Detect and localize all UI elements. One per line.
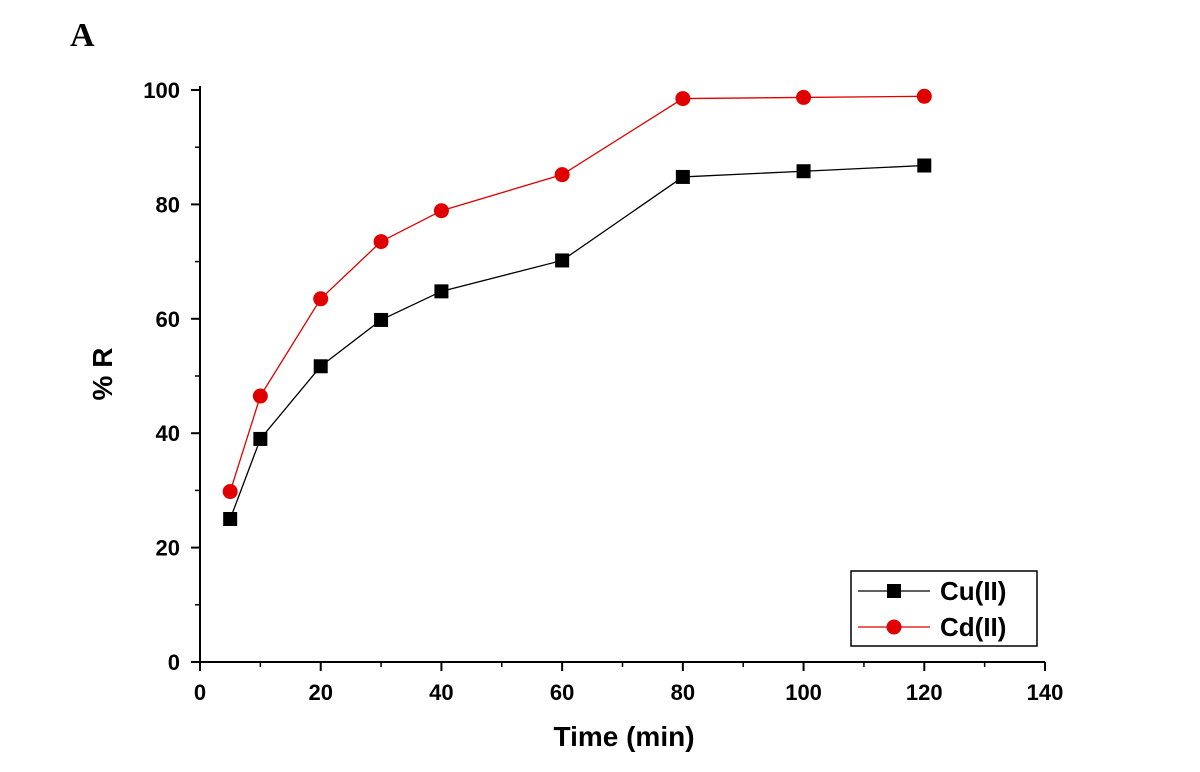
data-point <box>223 512 238 526</box>
y-tick-label: 20 <box>156 536 180 561</box>
data-point <box>916 88 932 104</box>
legend-label-cu: Cu(II) <box>940 576 1006 606</box>
data-point <box>796 89 812 105</box>
data-point <box>554 167 570 183</box>
data-point <box>796 164 811 179</box>
data-point <box>222 484 238 500</box>
data-point <box>434 284 449 299</box>
data-point <box>675 169 690 184</box>
series-layer <box>222 88 932 526</box>
data-point <box>253 431 268 446</box>
legend-label-cd: Cd(II) <box>940 612 1006 642</box>
data-point <box>675 91 691 107</box>
ticks: 0 20 40 60 80 100 120 140 0 20 40 60 80 100 <box>143 78 1063 705</box>
y-tick-label: 80 <box>156 192 180 217</box>
data-point <box>373 234 389 250</box>
x-tick-label: 80 <box>671 680 695 705</box>
x-tick-label: 140 <box>1027 680 1064 705</box>
x-tick-label: 60 <box>550 680 574 705</box>
legend-box <box>850 570 1038 647</box>
series-line <box>229 95 925 492</box>
y-axis-title: % R <box>87 348 118 401</box>
x-axis-title: Time (min) <box>553 721 694 752</box>
data-point <box>313 359 328 374</box>
data-point <box>374 312 389 327</box>
x-tick-label: 120 <box>906 680 943 705</box>
legend-marker-cd <box>886 619 902 635</box>
y-tick-label: 60 <box>156 307 180 332</box>
y-tick-label: 40 <box>156 421 180 446</box>
series-Cu(II) <box>223 158 932 526</box>
data-point <box>555 253 570 268</box>
x-tick-label: 20 <box>308 680 332 705</box>
y-tick-label: 100 <box>143 78 180 103</box>
x-tick-label: 100 <box>785 680 822 705</box>
legend-marker-cu <box>887 584 901 598</box>
series-Cd(II) <box>222 88 932 500</box>
data-point <box>433 203 449 219</box>
data-point <box>917 158 932 173</box>
legend: Cu(II) Cd(II) <box>850 570 1038 647</box>
data-point <box>313 291 329 307</box>
panel-label: A <box>70 17 95 54</box>
x-tick-label: 40 <box>429 680 453 705</box>
data-point <box>252 388 268 404</box>
y-tick-label: 0 <box>168 650 180 675</box>
series-line <box>229 164 925 520</box>
x-tick-label: 0 <box>194 680 206 705</box>
